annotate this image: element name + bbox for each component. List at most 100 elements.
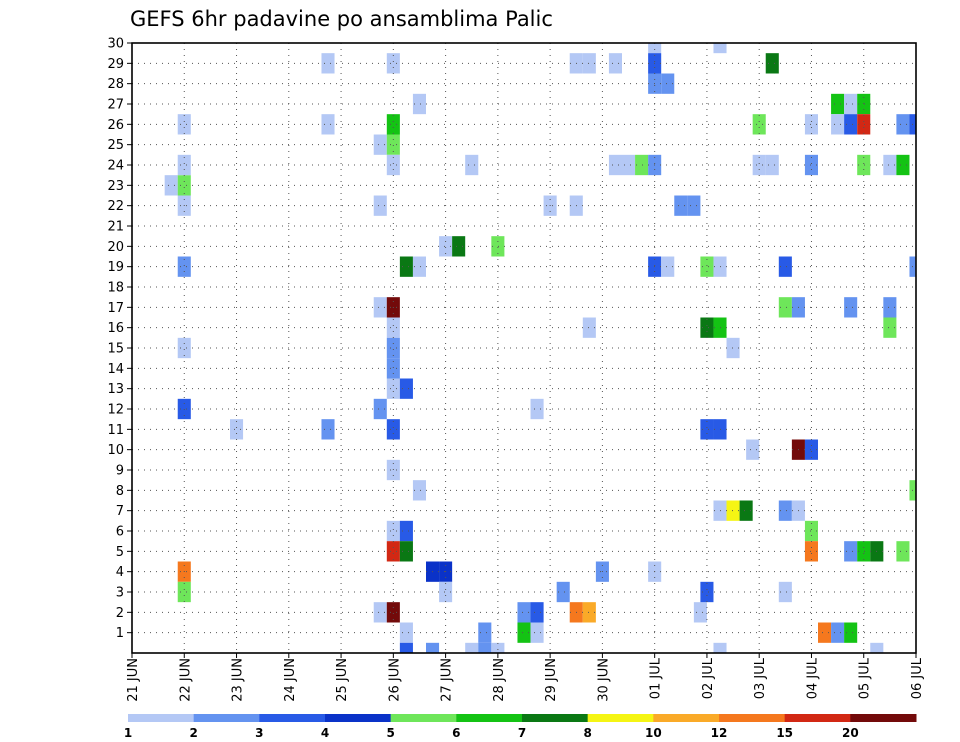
y-tick-label: 8 bbox=[116, 484, 124, 499]
precip-cell bbox=[412, 480, 426, 501]
precip-cell bbox=[896, 114, 910, 135]
precip-cell bbox=[452, 236, 466, 257]
y-tick-label: 1 bbox=[116, 626, 124, 641]
y-tick-label: 29 bbox=[107, 57, 124, 72]
precip-cell bbox=[661, 256, 675, 277]
y-tick-label: 3 bbox=[116, 586, 124, 601]
precip-cell bbox=[857, 541, 871, 562]
grid-lines bbox=[131, 42, 917, 653]
precip-cell bbox=[517, 622, 531, 643]
x-tick-label: 01 JUL bbox=[649, 657, 664, 699]
colorbar-swatch bbox=[850, 714, 917, 722]
precip-cell bbox=[831, 114, 845, 135]
precip-cell bbox=[844, 622, 858, 643]
y-tick-label: 5 bbox=[116, 545, 124, 560]
precip-cell bbox=[164, 175, 178, 196]
precip-cell bbox=[582, 602, 596, 623]
y-tick-label: 17 bbox=[107, 301, 124, 316]
precip-cell bbox=[739, 500, 753, 521]
precip-cell bbox=[177, 337, 191, 359]
precip-cell bbox=[608, 53, 622, 74]
precip-cell bbox=[622, 154, 636, 176]
colorbar-label: 2 bbox=[189, 726, 197, 740]
y-tick-label: 13 bbox=[107, 382, 124, 397]
precip-cell bbox=[896, 541, 910, 562]
precip-cell bbox=[831, 93, 845, 115]
precip-cell bbox=[648, 43, 662, 54]
precip-cell bbox=[778, 500, 792, 521]
precip-cells bbox=[164, 43, 916, 653]
y-tick-label: 25 bbox=[107, 138, 124, 153]
precip-cell bbox=[373, 398, 387, 420]
colorbar-label: 3 bbox=[255, 726, 263, 740]
precip-cell bbox=[674, 195, 688, 216]
x-tick-label: 27 JUN bbox=[440, 658, 455, 702]
y-tick-label: 28 bbox=[107, 77, 124, 92]
precip-cell bbox=[399, 378, 413, 399]
precip-cell bbox=[386, 520, 400, 542]
precip-cell bbox=[844, 297, 858, 318]
colorbar-swatch bbox=[259, 714, 326, 722]
y-tick-label: 7 bbox=[116, 504, 124, 519]
x-tick-label: 26 JUN bbox=[387, 658, 402, 702]
precip-cell bbox=[399, 541, 413, 562]
precip-cell bbox=[321, 53, 335, 74]
precip-cell bbox=[321, 419, 335, 440]
precip-cell bbox=[373, 134, 387, 155]
precip-cell bbox=[804, 439, 818, 460]
y-tick-label: 14 bbox=[107, 362, 124, 377]
x-tick-label: 23 JUN bbox=[231, 658, 246, 702]
y-tick-label: 30 bbox=[107, 37, 124, 52]
precip-cell bbox=[713, 43, 727, 54]
x-tick-label: 06 JUL bbox=[910, 657, 925, 699]
precip-cell bbox=[700, 581, 714, 603]
y-tick-label: 6 bbox=[116, 525, 124, 540]
y-tick-label: 21 bbox=[107, 220, 124, 235]
precip-cell bbox=[778, 256, 792, 277]
colorbar-label: 4 bbox=[321, 726, 329, 740]
precip-cell bbox=[530, 602, 544, 623]
precip-cell bbox=[831, 622, 845, 643]
chart-title: GEFS 6hr padavine po ansamblima Palic bbox=[130, 7, 553, 31]
y-tick-label: 10 bbox=[107, 443, 124, 458]
precip-cell bbox=[373, 195, 387, 216]
precip-cell bbox=[804, 114, 818, 135]
y-tick-label: 12 bbox=[107, 403, 124, 418]
x-tick-label: 25 JUN bbox=[335, 658, 350, 702]
precip-cell bbox=[700, 317, 714, 338]
colorbar-swatch bbox=[719, 714, 786, 722]
precip-cell bbox=[746, 439, 760, 460]
precip-cell bbox=[373, 297, 387, 318]
y-tick-label: 2 bbox=[116, 606, 124, 621]
precip-cell bbox=[386, 134, 400, 155]
y-tick-label: 23 bbox=[107, 179, 124, 194]
precip-cell bbox=[582, 53, 596, 74]
precip-cell bbox=[478, 642, 492, 653]
colorbar-label: 20 bbox=[842, 726, 859, 740]
precip-cell bbox=[870, 642, 884, 653]
x-tick-label: 28 JUN bbox=[492, 658, 507, 702]
precip-cell bbox=[439, 236, 453, 257]
precip-cell bbox=[177, 114, 191, 135]
colorbar-swatch bbox=[587, 714, 654, 722]
precip-cell bbox=[373, 602, 387, 623]
precip-cell bbox=[883, 317, 897, 338]
precip-cell bbox=[530, 622, 544, 643]
x-axis: 21 JUN 22 JUN 23 JUN 24 JUN 25 JUN 26 JUN 27 J… bbox=[126, 653, 925, 702]
y-tick-label: 22 bbox=[107, 199, 124, 214]
precip-cell bbox=[857, 114, 871, 135]
precip-cell bbox=[399, 622, 413, 643]
precip-cell bbox=[386, 541, 400, 562]
colorbar-label: 1 bbox=[124, 726, 132, 740]
precip-cell bbox=[426, 642, 440, 653]
precip-cell bbox=[465, 642, 479, 653]
precip-cell bbox=[386, 337, 400, 359]
precip-cell bbox=[386, 419, 400, 440]
precip-cell bbox=[399, 256, 413, 277]
x-tick-label: 05 JUL bbox=[858, 657, 873, 699]
x-tick-label: 22 JUN bbox=[178, 658, 193, 702]
precip-cell bbox=[399, 520, 413, 542]
colorbar-label: 12 bbox=[711, 726, 728, 740]
colorbar-swatch bbox=[128, 714, 195, 722]
